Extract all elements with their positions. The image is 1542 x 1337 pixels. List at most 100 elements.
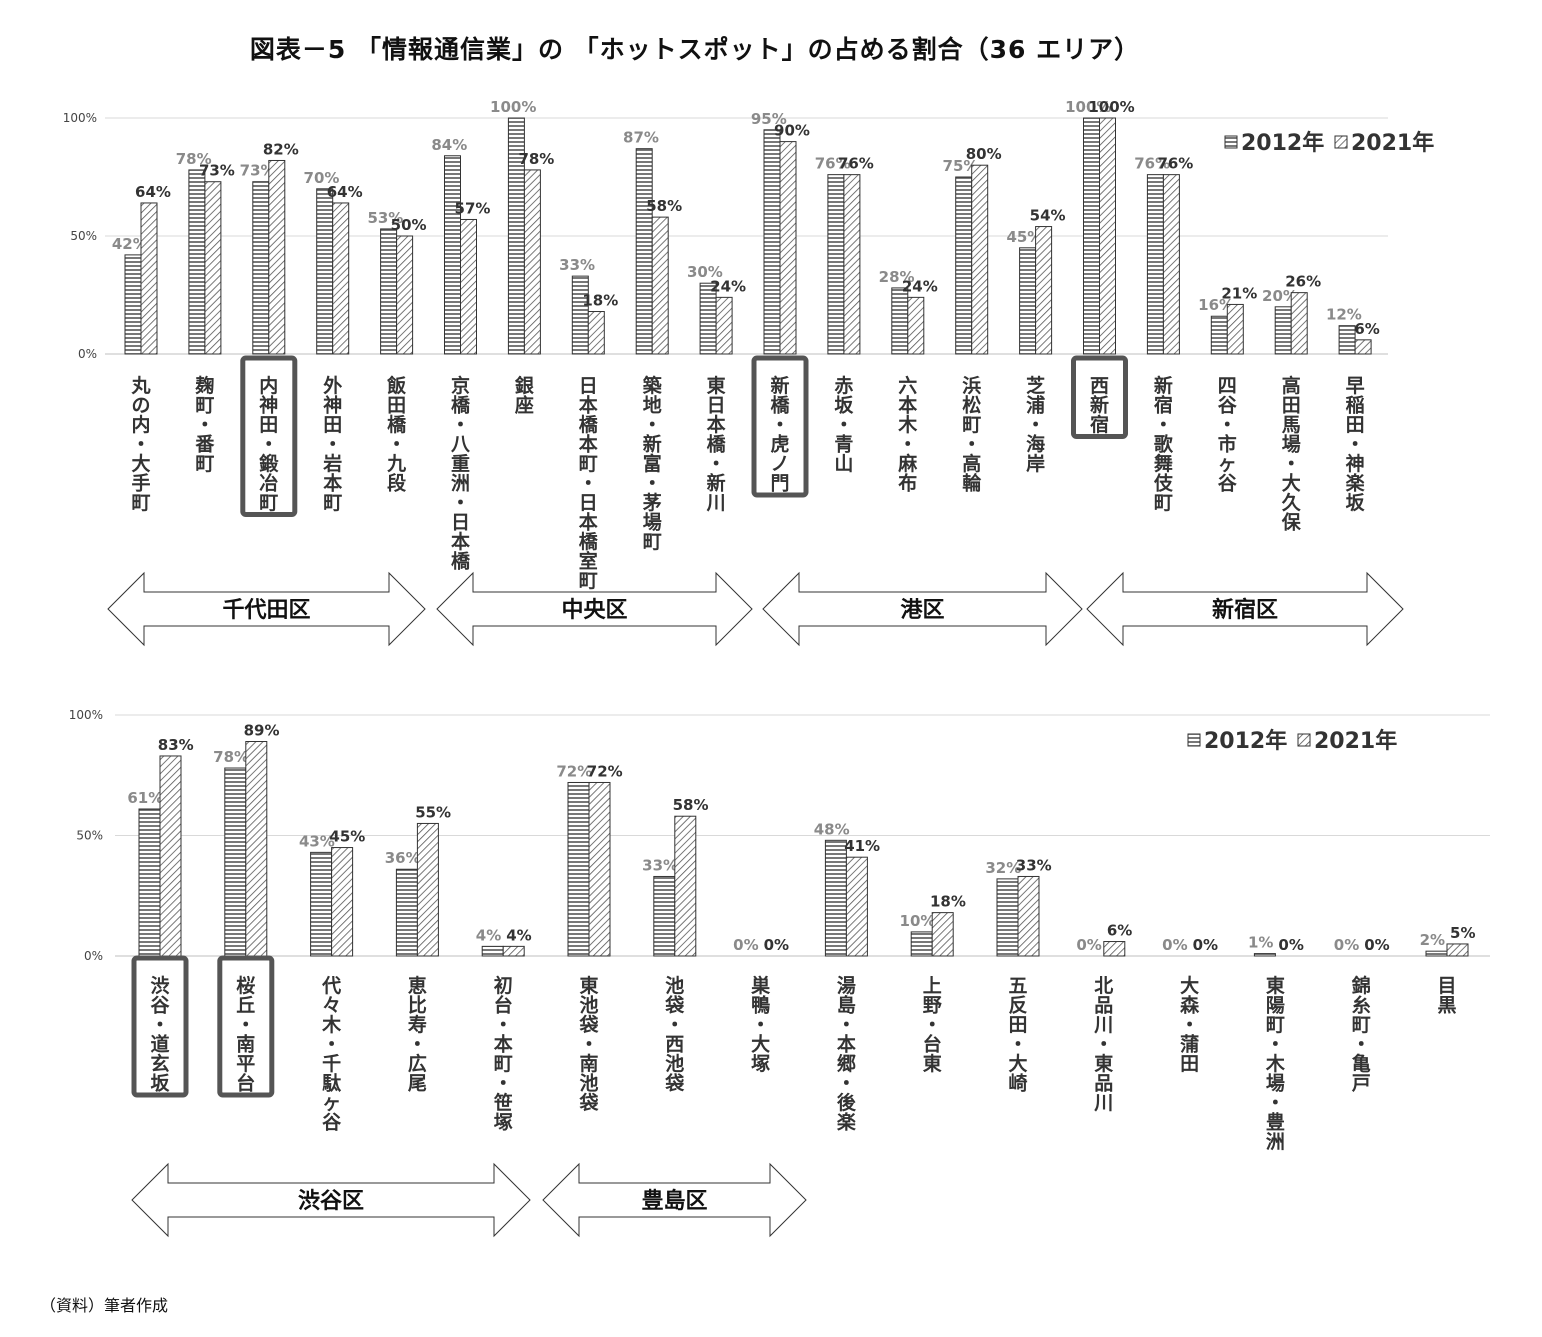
- bar-2021: [907, 296, 925, 355]
- data-label-2021: 76%: [1157, 155, 1193, 173]
- bar-2012: [635, 148, 653, 355]
- category-label: 巣鴨・大塚: [750, 974, 771, 1075]
- data-label-2012: 100%: [490, 98, 536, 116]
- category-label: 大森・蒲田: [1180, 974, 1200, 1075]
- bar-2012: [124, 254, 142, 355]
- category-label: 早稲田・神楽坂: [1346, 375, 1366, 514]
- data-label-2012: 76%: [1134, 155, 1170, 173]
- y-tick-label: 50%: [76, 829, 103, 843]
- data-label-2021: 5%: [1450, 924, 1475, 942]
- category-label: 丸の内・大手町: [130, 375, 151, 514]
- bar-2012: [395, 868, 418, 957]
- bar-2012: [955, 176, 973, 355]
- data-label-2012: 95%: [751, 110, 787, 128]
- data-label-2012: 75%: [943, 157, 979, 175]
- bar-2021: [268, 159, 286, 355]
- highlight-box: [131, 955, 189, 1098]
- bar-2021: [331, 847, 354, 957]
- bar-2021: [971, 164, 989, 355]
- bar-2021: [332, 202, 350, 355]
- bar-2012: [824, 839, 847, 957]
- category-label: 築地・新富・茅場町: [642, 374, 663, 553]
- ward-arrow: [131, 1162, 531, 1238]
- bar-2021: [845, 856, 868, 957]
- bar-2012: [188, 169, 206, 355]
- data-label-2021: 6%: [1354, 320, 1379, 338]
- category-label: 東池袋・南池袋: [578, 974, 599, 1114]
- bar-2012: [891, 287, 909, 355]
- data-label-2012: 42%: [112, 235, 148, 253]
- data-label-2021: 26%: [1285, 273, 1321, 291]
- bar-2021: [674, 815, 697, 957]
- bar-2021: [1162, 174, 1180, 355]
- data-label-2012: 16%: [1198, 296, 1234, 314]
- data-label-2021: 82%: [263, 140, 299, 158]
- chart-panel-2: 0% 50% 100% 61% 83% 渋谷・道玄坂 78% 89% 桜丘・南平台 43%45% 代…: [69, 708, 1490, 1238]
- data-label-2012: 0%: [1076, 936, 1101, 954]
- data-label-2021: 45%: [329, 828, 365, 846]
- legend-swatch-2021: [1334, 135, 1348, 149]
- data-label-2012: 78%: [176, 150, 212, 168]
- chart-panel-1: 0%50%100%42%64%丸の内・大手町78%73%麹町・番町73%82%内…: [63, 98, 1434, 647]
- bar-2012: [1425, 950, 1448, 957]
- bar-2012: [1083, 117, 1100, 355]
- category-label: 東日本橋・新川: [706, 374, 727, 514]
- bar-2021: [588, 781, 611, 957]
- data-label-2012: 76%: [815, 155, 851, 173]
- data-label-2012: 73%: [240, 162, 276, 180]
- bar-2012: [252, 181, 270, 355]
- category-label: 東陽町・木場・豊洲: [1265, 974, 1286, 1153]
- data-label-2021: 41%: [844, 837, 880, 855]
- data-label-2021: 72%: [587, 762, 623, 780]
- data-label-2021: 58%: [673, 796, 709, 814]
- bar-2021: [460, 218, 477, 355]
- bar-2012: [310, 851, 333, 957]
- ward-label: 豊島区: [641, 1188, 707, 1214]
- bar-2021: [1103, 941, 1126, 957]
- source-note: （資料）筆者作成: [40, 1296, 169, 1315]
- ward-arrow: [1086, 571, 1404, 647]
- data-label-2012: 45%: [1006, 228, 1042, 246]
- data-label-2021: 58%: [646, 197, 682, 215]
- legend-swatch-2021: [1297, 733, 1311, 747]
- bar-2021: [502, 945, 525, 957]
- data-label-2021: 78%: [518, 150, 554, 168]
- data-label-2012: 12%: [1326, 306, 1362, 324]
- category-label: 飯田橋・九段: [386, 374, 407, 495]
- data-label-2012: 1%: [1248, 934, 1273, 952]
- data-label-2021: 33%: [1016, 856, 1052, 874]
- bar-2021: [1099, 117, 1116, 355]
- data-label-2021: 89%: [244, 722, 280, 740]
- legend-label-2012: 2012年: [1241, 130, 1324, 156]
- category-label: 目黒: [1437, 975, 1456, 1017]
- category-label: 渋谷・道玄坂: [150, 974, 170, 1095]
- bar-2021: [779, 141, 797, 355]
- data-label-2021: 24%: [902, 277, 938, 295]
- data-label-2012: 84%: [431, 136, 467, 154]
- ward-arrow: [762, 571, 1083, 647]
- category-label: 北品川・東品川: [1093, 975, 1113, 1114]
- bar-2012: [996, 878, 1019, 957]
- bar-2021: [416, 822, 439, 957]
- bar-2012: [138, 808, 161, 957]
- category-label: 桜丘・南平台: [236, 974, 255, 1095]
- category-label: 五反田・大崎: [1008, 975, 1027, 1095]
- data-label-2012: 10%: [900, 912, 936, 930]
- category-label: 内神田・鍛冶町: [259, 374, 279, 514]
- data-label-2021: 55%: [415, 803, 451, 821]
- data-label-2021: 0%: [1364, 936, 1389, 954]
- bar-2021: [715, 296, 733, 355]
- data-label-2021: 0%: [1193, 936, 1218, 954]
- category-label: 六本木・麻布: [897, 374, 918, 495]
- data-label-2012: 20%: [1262, 287, 1298, 305]
- data-label-2012: 32%: [985, 859, 1021, 877]
- data-label-2021: 64%: [327, 183, 363, 201]
- ward-label: 千代田区: [222, 598, 310, 623]
- data-label-2012: 61%: [127, 789, 163, 807]
- data-label-2012: 70%: [304, 169, 340, 187]
- data-label-2012: 87%: [623, 129, 659, 147]
- bar-2012: [1253, 953, 1276, 957]
- category-label: 新橋・虎ノ門: [770, 374, 790, 495]
- bar-2012: [1338, 325, 1356, 355]
- data-label-2012: 43%: [299, 832, 335, 850]
